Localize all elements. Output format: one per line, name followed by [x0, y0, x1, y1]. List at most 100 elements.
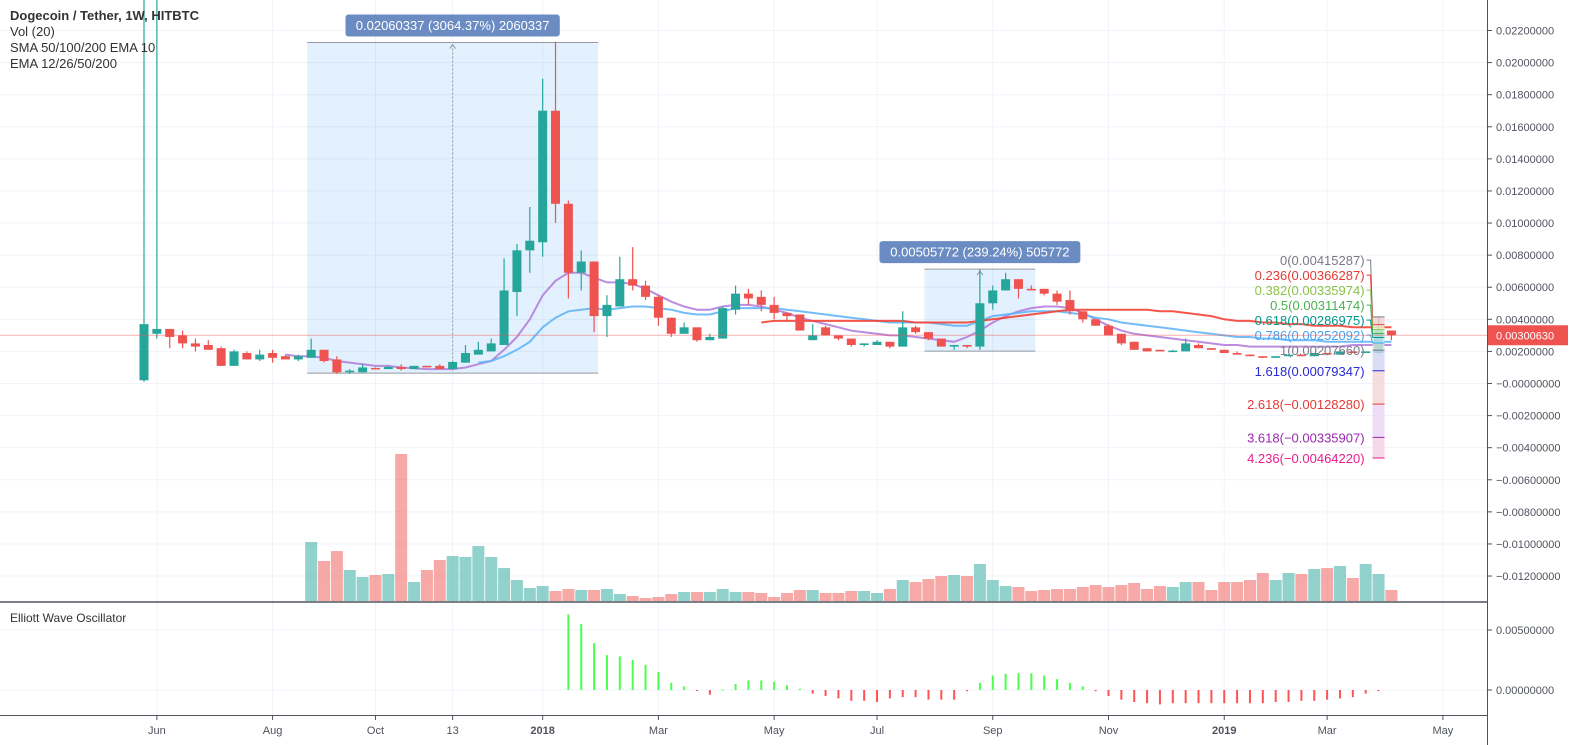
candle[interactable] [332, 356, 342, 374]
candle[interactable] [1284, 354, 1294, 357]
candle[interactable] [705, 333, 715, 341]
candle[interactable] [473, 341, 483, 355]
candle[interactable] [1039, 288, 1049, 296]
candle[interactable] [525, 207, 535, 273]
candle[interactable] [743, 288, 753, 305]
candle[interactable] [846, 338, 856, 347]
candle[interactable] [808, 324, 818, 341]
candle[interactable] [345, 369, 355, 374]
candle[interactable] [782, 312, 792, 321]
candle[interactable] [859, 343, 869, 347]
candle[interactable] [268, 349, 278, 363]
candle[interactable] [538, 78, 548, 257]
candle[interactable] [949, 344, 959, 350]
candle[interactable] [1013, 279, 1023, 299]
candle[interactable] [718, 306, 728, 339]
indicator-ema[interactable]: EMA 12/26/50/200 [10, 56, 117, 71]
candle[interactable] [756, 290, 766, 312]
candle[interactable] [602, 295, 612, 337]
candle[interactable] [1194, 343, 1204, 349]
candle[interactable] [731, 285, 741, 315]
candle[interactable] [628, 247, 638, 291]
candle[interactable] [692, 327, 702, 342]
candle[interactable] [512, 243, 522, 317]
candle[interactable] [1052, 290, 1062, 305]
candle[interactable] [448, 361, 458, 370]
candle[interactable] [1065, 290, 1075, 315]
candle[interactable] [563, 200, 573, 299]
candle[interactable] [1271, 356, 1281, 358]
candle[interactable] [486, 338, 496, 352]
candle[interactable] [1116, 333, 1126, 345]
candle[interactable] [409, 365, 419, 370]
candle[interactable] [152, 0, 162, 339]
candle[interactable] [358, 364, 368, 373]
candle[interactable] [923, 332, 933, 341]
candle[interactable] [165, 328, 175, 349]
candle[interactable] [370, 367, 380, 370]
candle[interactable] [795, 314, 805, 331]
candle[interactable] [666, 317, 676, 337]
candle[interactable] [396, 364, 406, 371]
candle[interactable] [499, 258, 509, 345]
candle[interactable] [1155, 349, 1165, 352]
candle[interactable] [975, 269, 985, 350]
candle[interactable] [936, 338, 946, 347]
candle[interactable] [1219, 349, 1229, 354]
candle[interactable] [293, 354, 303, 362]
candle[interactable] [872, 340, 882, 345]
candle[interactable] [306, 338, 316, 358]
candle[interactable] [1296, 354, 1306, 357]
price-pane[interactable]: 0(0.00415287)0.236(0.00366287)0.382(0.00… [0, 0, 1487, 601]
candle[interactable] [885, 341, 895, 349]
candle[interactable] [1348, 351, 1358, 354]
candle[interactable] [242, 351, 252, 360]
candle[interactable] [178, 330, 188, 349]
candle[interactable] [1091, 319, 1101, 326]
candle[interactable] [139, 0, 149, 382]
candle[interactable] [319, 349, 329, 363]
candle[interactable] [988, 285, 998, 310]
candle[interactable] [898, 311, 908, 347]
candle[interactable] [1386, 330, 1396, 341]
candle[interactable] [190, 338, 200, 352]
candle[interactable] [911, 325, 921, 334]
candle[interactable] [383, 365, 393, 370]
candle[interactable] [589, 261, 599, 333]
candle[interactable] [435, 364, 445, 370]
candle[interactable] [962, 344, 972, 349]
candle[interactable] [1245, 354, 1255, 357]
oscillator-pane[interactable] [567, 614, 1380, 705]
candle[interactable] [641, 280, 651, 301]
candle[interactable] [833, 335, 843, 341]
candle[interactable] [1335, 351, 1345, 355]
candle[interactable] [1206, 348, 1216, 350]
candle[interactable] [576, 250, 586, 291]
candle[interactable] [1129, 341, 1139, 350]
candle[interactable] [1104, 324, 1113, 336]
candle[interactable] [1001, 272, 1011, 291]
candle[interactable] [1026, 285, 1036, 291]
candle[interactable] [653, 295, 663, 326]
candle[interactable] [203, 340, 213, 350]
candle[interactable] [1258, 356, 1268, 358]
candle[interactable] [280, 354, 290, 360]
symbol-title[interactable]: Dogecoin / Tether, 1W, HITBTC [10, 8, 199, 23]
candle[interactable] [679, 322, 689, 334]
candle[interactable] [255, 349, 265, 362]
candle[interactable] [1078, 311, 1088, 323]
candle[interactable] [1361, 351, 1371, 354]
candle[interactable] [229, 349, 239, 366]
candle[interactable] [1168, 349, 1178, 353]
indicator-sma[interactable]: SMA 50/100/200 EMA 10 [10, 40, 156, 55]
candle[interactable] [422, 365, 432, 368]
candle[interactable] [551, 41, 561, 224]
oscillator-title[interactable]: Elliott Wave Oscillator [10, 611, 127, 625]
candle[interactable] [769, 296, 779, 320]
candle[interactable] [1232, 351, 1242, 355]
candle[interactable] [461, 344, 470, 363]
candle[interactable] [1181, 338, 1191, 352]
candle[interactable] [615, 256, 625, 307]
indicator-volume[interactable]: Vol (20) [10, 24, 55, 39]
